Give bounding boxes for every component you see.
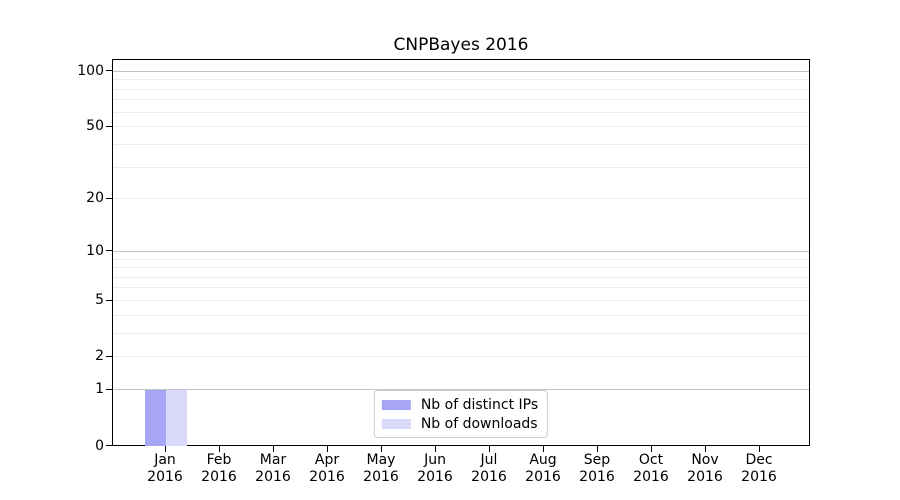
y-tick-label: 100 xyxy=(77,62,104,79)
x-tick-year: 2016 xyxy=(471,469,507,485)
x-tick-year: 2016 xyxy=(687,469,723,485)
y-tick-mark xyxy=(106,125,112,127)
x-tick-year: 2016 xyxy=(633,469,669,485)
x-tick-label: Feb 2016 xyxy=(179,452,259,486)
bars-layer xyxy=(113,60,809,446)
gridline-minor xyxy=(113,126,809,128)
gridline-minor xyxy=(113,300,809,301)
y-tick-label: 5 xyxy=(95,292,104,308)
x-tick-label: Aug 2016 xyxy=(503,452,583,486)
x-tick-mark xyxy=(704,445,706,452)
x-tick-label: Jan 2016 xyxy=(125,452,205,486)
bar-nb-of-downloads xyxy=(165,389,187,446)
x-tick-month: Mar xyxy=(259,452,287,468)
x-tick-year: 2016 xyxy=(201,469,237,485)
x-tick-mark xyxy=(272,445,274,452)
gridline-minor xyxy=(113,356,809,358)
grid-layer xyxy=(113,60,809,445)
gridline-minor xyxy=(113,79,809,81)
x-tick-month: Jan xyxy=(154,452,176,468)
x-tick-year: 2016 xyxy=(741,469,777,485)
x-tick-mark xyxy=(380,445,382,452)
x-tick-month: Feb xyxy=(206,452,232,468)
y-tick-mark xyxy=(106,355,112,357)
x-tick-month: Oct xyxy=(638,452,664,468)
legend-item: Nb of distinct IPs xyxy=(381,396,539,413)
x-tick-month: Sep xyxy=(583,452,611,468)
gridline-minor xyxy=(113,314,809,316)
x-tick-month: Aug xyxy=(529,452,557,468)
y-tick-label: 1 xyxy=(95,381,104,398)
x-tick-year: 2016 xyxy=(147,469,183,485)
x-tick-mark xyxy=(488,445,490,452)
x-tick-month: Jul xyxy=(480,452,498,468)
gridline-minor xyxy=(113,332,809,334)
x-tick-month: Apr xyxy=(314,452,340,468)
gridline-minor xyxy=(113,88,809,90)
y-tick-mark xyxy=(106,70,112,72)
x-tick-label: May 2016 xyxy=(341,452,421,486)
x-tick-mark xyxy=(164,445,166,452)
x-tick-label: Oct 2016 xyxy=(611,452,691,486)
x-tick-mark xyxy=(434,445,436,452)
legend-item: Nb of downloads xyxy=(381,415,538,432)
x-tick-month: Dec xyxy=(745,452,773,468)
gridline-major xyxy=(113,389,809,391)
gridline-minor xyxy=(113,267,809,269)
x-tick-mark xyxy=(650,445,652,452)
y-tick-label: 2 xyxy=(95,348,104,365)
y-tick-label: 10 xyxy=(86,242,104,259)
x-tick-mark xyxy=(758,445,760,452)
gridline-minor xyxy=(113,276,809,278)
gridline-minor xyxy=(113,99,809,101)
legend-swatch xyxy=(381,418,411,429)
x-tick-year: 2016 xyxy=(363,469,399,485)
y-tick-mark xyxy=(106,388,112,390)
y-tick-mark xyxy=(106,250,112,252)
x-tick-label: Apr 2016 xyxy=(287,452,367,486)
y-tick-mark xyxy=(106,299,112,301)
y-tick-mark xyxy=(106,445,112,447)
legend-swatch xyxy=(381,399,411,410)
x-tick-label: Sep 2016 xyxy=(557,452,637,486)
chart-title: CNPBayes 2016 xyxy=(393,35,529,55)
gridline-minor xyxy=(113,166,809,168)
x-tick-mark xyxy=(542,445,544,452)
legend-label: Nb of distinct IPs xyxy=(420,396,539,413)
y-tick-label: 50 xyxy=(86,118,104,135)
x-tick-month: Jun xyxy=(424,452,446,468)
plot-area: Nb of distinct IPs Nb of downloads xyxy=(112,59,810,446)
legend-label: Nb of downloads xyxy=(420,415,538,432)
gridline-minor xyxy=(113,143,809,145)
gridline-major xyxy=(113,70,809,72)
x-tick-month: Nov xyxy=(691,452,719,468)
gridline-minor xyxy=(113,287,809,289)
gridline-major xyxy=(113,250,809,252)
x-tick-year: 2016 xyxy=(579,469,615,485)
bar-nb-of-distinct-ips xyxy=(144,389,166,446)
gridline-minor xyxy=(113,258,809,260)
x-tick-year: 2016 xyxy=(417,469,453,485)
x-tick-label: Dec 2016 xyxy=(719,452,799,486)
x-tick-mark xyxy=(218,445,220,452)
x-tick-label: Jun 2016 xyxy=(395,452,475,486)
legend: Nb of distinct IPs Nb of downloads xyxy=(373,390,549,438)
x-tick-year: 2016 xyxy=(525,469,561,485)
gridline-minor xyxy=(113,111,809,113)
y-tick-label: 20 xyxy=(86,190,104,207)
y-tick-label: 0 xyxy=(95,437,104,454)
x-tick-year: 2016 xyxy=(309,469,345,485)
y-tick-mark xyxy=(106,197,112,199)
x-tick-mark xyxy=(326,445,328,452)
x-tick-mark xyxy=(596,445,598,452)
x-tick-year: 2016 xyxy=(255,469,291,485)
x-tick-month: May xyxy=(366,452,396,468)
x-tick-label: Nov 2016 xyxy=(665,452,745,486)
x-tick-label: Mar 2016 xyxy=(233,452,313,486)
x-tick-label: Jul 2016 xyxy=(449,452,529,486)
gridline-minor xyxy=(113,198,809,200)
